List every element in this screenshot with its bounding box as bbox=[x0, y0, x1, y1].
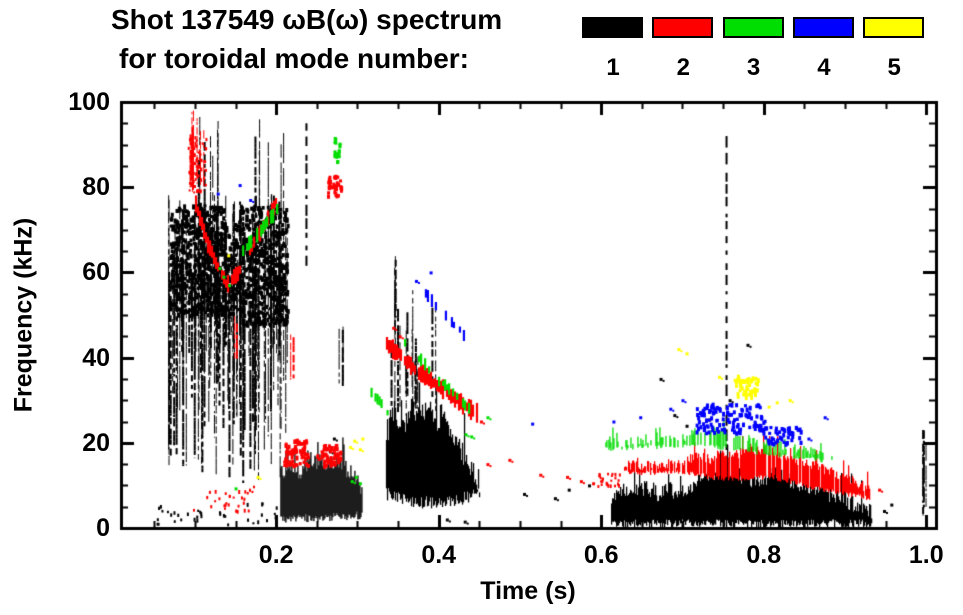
legend-label-mode-4: 4 bbox=[817, 54, 831, 81]
legend-swatch-mode-2 bbox=[652, 17, 714, 38]
y-tick-label: 80 bbox=[82, 173, 110, 202]
x-tick-label: 1.0 bbox=[908, 541, 944, 569]
x-axis-title: Time (s) bbox=[480, 577, 576, 605]
legend-label-mode-5: 5 bbox=[887, 54, 901, 81]
legend-swatch-mode-3 bbox=[722, 17, 784, 38]
legend-swatch-mode-1 bbox=[582, 17, 643, 38]
y-tick-label: 0 bbox=[96, 514, 110, 542]
chart-title-line1: Shot 137549 ωB(ω) spectrum bbox=[111, 4, 503, 35]
legend-label-mode-2: 2 bbox=[676, 54, 690, 81]
legend-label-mode-1: 1 bbox=[606, 54, 620, 81]
x-tick-label: 0.6 bbox=[583, 541, 619, 569]
x-tick-label: 0.2 bbox=[258, 541, 294, 569]
y-tick-label: 20 bbox=[82, 428, 110, 457]
x-tick-label: 0.4 bbox=[421, 541, 457, 569]
x-tick-label: 0.8 bbox=[746, 541, 782, 569]
chart-title-line2: for toroidal mode number: bbox=[119, 43, 469, 74]
legend-label-mode-3: 3 bbox=[746, 54, 761, 81]
legend-swatch-mode-5 bbox=[863, 17, 925, 38]
legend-swatch-mode-4 bbox=[792, 17, 854, 38]
y-tick-label: 60 bbox=[82, 258, 110, 287]
y-tick-label: 40 bbox=[82, 343, 110, 372]
y-tick-label: 100 bbox=[68, 88, 110, 116]
y-axis-title: Frequency (kHz) bbox=[9, 217, 38, 413]
